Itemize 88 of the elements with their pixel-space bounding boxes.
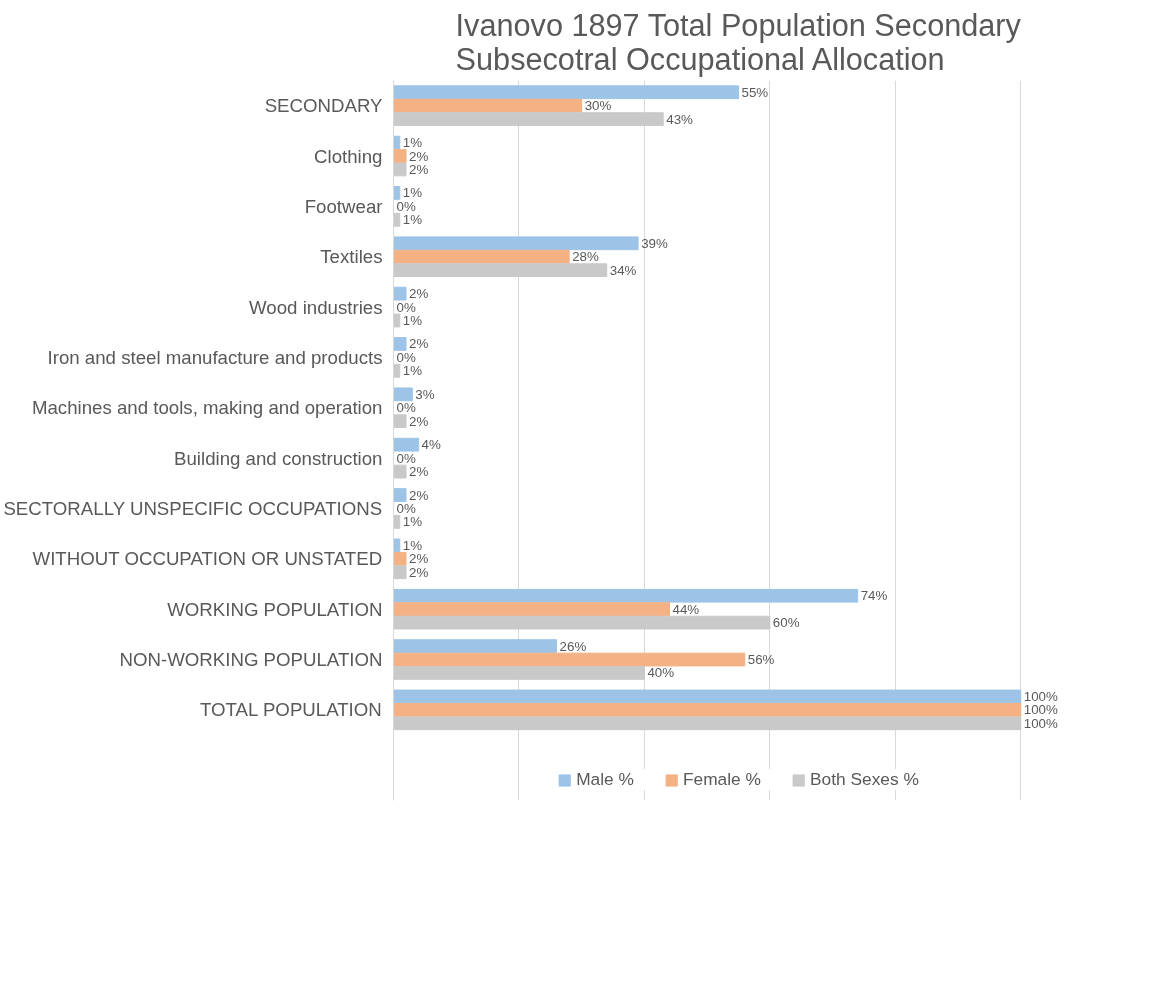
chart-title: Ivanovo 1897 Total Population Secondary Subsecotral Occupational Allocation xyxy=(455,7,1022,77)
bar xyxy=(393,313,401,328)
bar xyxy=(393,98,583,113)
bar xyxy=(393,488,407,502)
data-label: 0% xyxy=(396,450,416,466)
bar xyxy=(393,363,401,378)
y-tick-label: Clothing xyxy=(314,145,383,167)
bar xyxy=(393,551,407,566)
bar xyxy=(393,212,401,227)
y-tick-label: Footwear xyxy=(304,195,383,217)
bar xyxy=(393,602,670,617)
data-label: 2% xyxy=(409,551,429,567)
bar xyxy=(393,716,1022,731)
bar xyxy=(393,162,407,177)
data-label: 0% xyxy=(396,198,416,214)
data-label: 43% xyxy=(666,111,694,127)
bar xyxy=(393,263,608,278)
legend-label: Both Sexes % xyxy=(809,769,919,790)
data-label: 2% xyxy=(409,148,429,164)
y-tick-label: SECTORALLY UNSPECIFIC OCCUPATIONS xyxy=(3,497,383,519)
data-label: 4% xyxy=(421,437,441,453)
data-label: 2% xyxy=(409,564,429,580)
data-label: 1% xyxy=(402,185,423,201)
bar xyxy=(393,186,401,200)
y-tick-label: NON-WORKING POPULATION xyxy=(119,649,383,671)
data-label: 1% xyxy=(402,313,423,328)
data-label: 26% xyxy=(559,638,587,654)
bar xyxy=(393,652,746,667)
data-label: 55% xyxy=(741,84,769,100)
y-tick-label: Textiles xyxy=(320,246,383,268)
data-label: 28% xyxy=(572,249,599,265)
y-tick-label: Building and construction xyxy=(174,447,383,469)
bar xyxy=(393,286,407,301)
bar xyxy=(393,149,407,163)
bar xyxy=(393,615,771,630)
bar xyxy=(393,515,401,529)
data-label: 0% xyxy=(396,349,416,365)
y-tick-label: WITHOUT OCCUPATION OR UNSTATED xyxy=(32,548,383,570)
y-tick-label: Wood industries xyxy=(249,296,383,318)
bar xyxy=(393,702,1022,717)
data-label: 1% xyxy=(402,537,423,553)
bar xyxy=(393,236,639,251)
bar xyxy=(393,387,413,402)
data-label: 34% xyxy=(609,262,637,278)
data-label: 1% xyxy=(402,135,423,151)
data-label: 2% xyxy=(409,286,429,302)
y-tick-label: WORKING POPULATION xyxy=(167,598,383,620)
data-label: 39% xyxy=(641,235,668,251)
data-label: 0% xyxy=(396,299,416,315)
bar xyxy=(393,414,407,429)
data-label: 30% xyxy=(584,98,612,114)
y-tick-label: SECONDARY xyxy=(264,95,384,117)
data-label: 56% xyxy=(747,652,775,668)
bar xyxy=(393,337,407,351)
bar xyxy=(393,538,401,553)
data-label: 1% xyxy=(402,363,423,379)
bar xyxy=(393,639,558,653)
data-label: 40% xyxy=(647,665,675,681)
bar xyxy=(393,112,664,126)
bar xyxy=(393,666,645,680)
y-tick-label: Iron and steel manufacture and products xyxy=(47,346,383,368)
data-label: 3% xyxy=(415,386,435,402)
data-label: 2% xyxy=(409,464,429,480)
data-label: 74% xyxy=(860,588,888,604)
bar xyxy=(393,588,859,603)
data-label: 1% xyxy=(402,514,423,530)
data-label: 1% xyxy=(402,212,423,228)
bar xyxy=(393,689,1022,704)
data-label: 60% xyxy=(772,615,800,631)
legend-label: Male % xyxy=(576,769,634,790)
data-label: 100% xyxy=(1023,688,1059,704)
data-label: 0% xyxy=(396,400,416,416)
y-tick-label: TOTAL POPULATION xyxy=(200,699,382,721)
data-label: 100% xyxy=(1023,702,1059,718)
bar xyxy=(393,85,739,100)
data-label: 2% xyxy=(409,413,429,429)
bar xyxy=(393,249,570,264)
data-label: 100% xyxy=(1023,715,1059,731)
y-tick-label: Machines and tools, making and operation xyxy=(31,397,383,419)
data-label: 0% xyxy=(396,500,416,516)
legend-label: Female % xyxy=(682,769,761,790)
data-label: 2% xyxy=(409,161,429,177)
bar xyxy=(393,437,420,452)
bar xyxy=(393,464,407,479)
data-label: 2% xyxy=(409,487,429,503)
data-label: 44% xyxy=(672,601,700,617)
data-label: 2% xyxy=(409,336,429,352)
bar xyxy=(393,565,407,580)
